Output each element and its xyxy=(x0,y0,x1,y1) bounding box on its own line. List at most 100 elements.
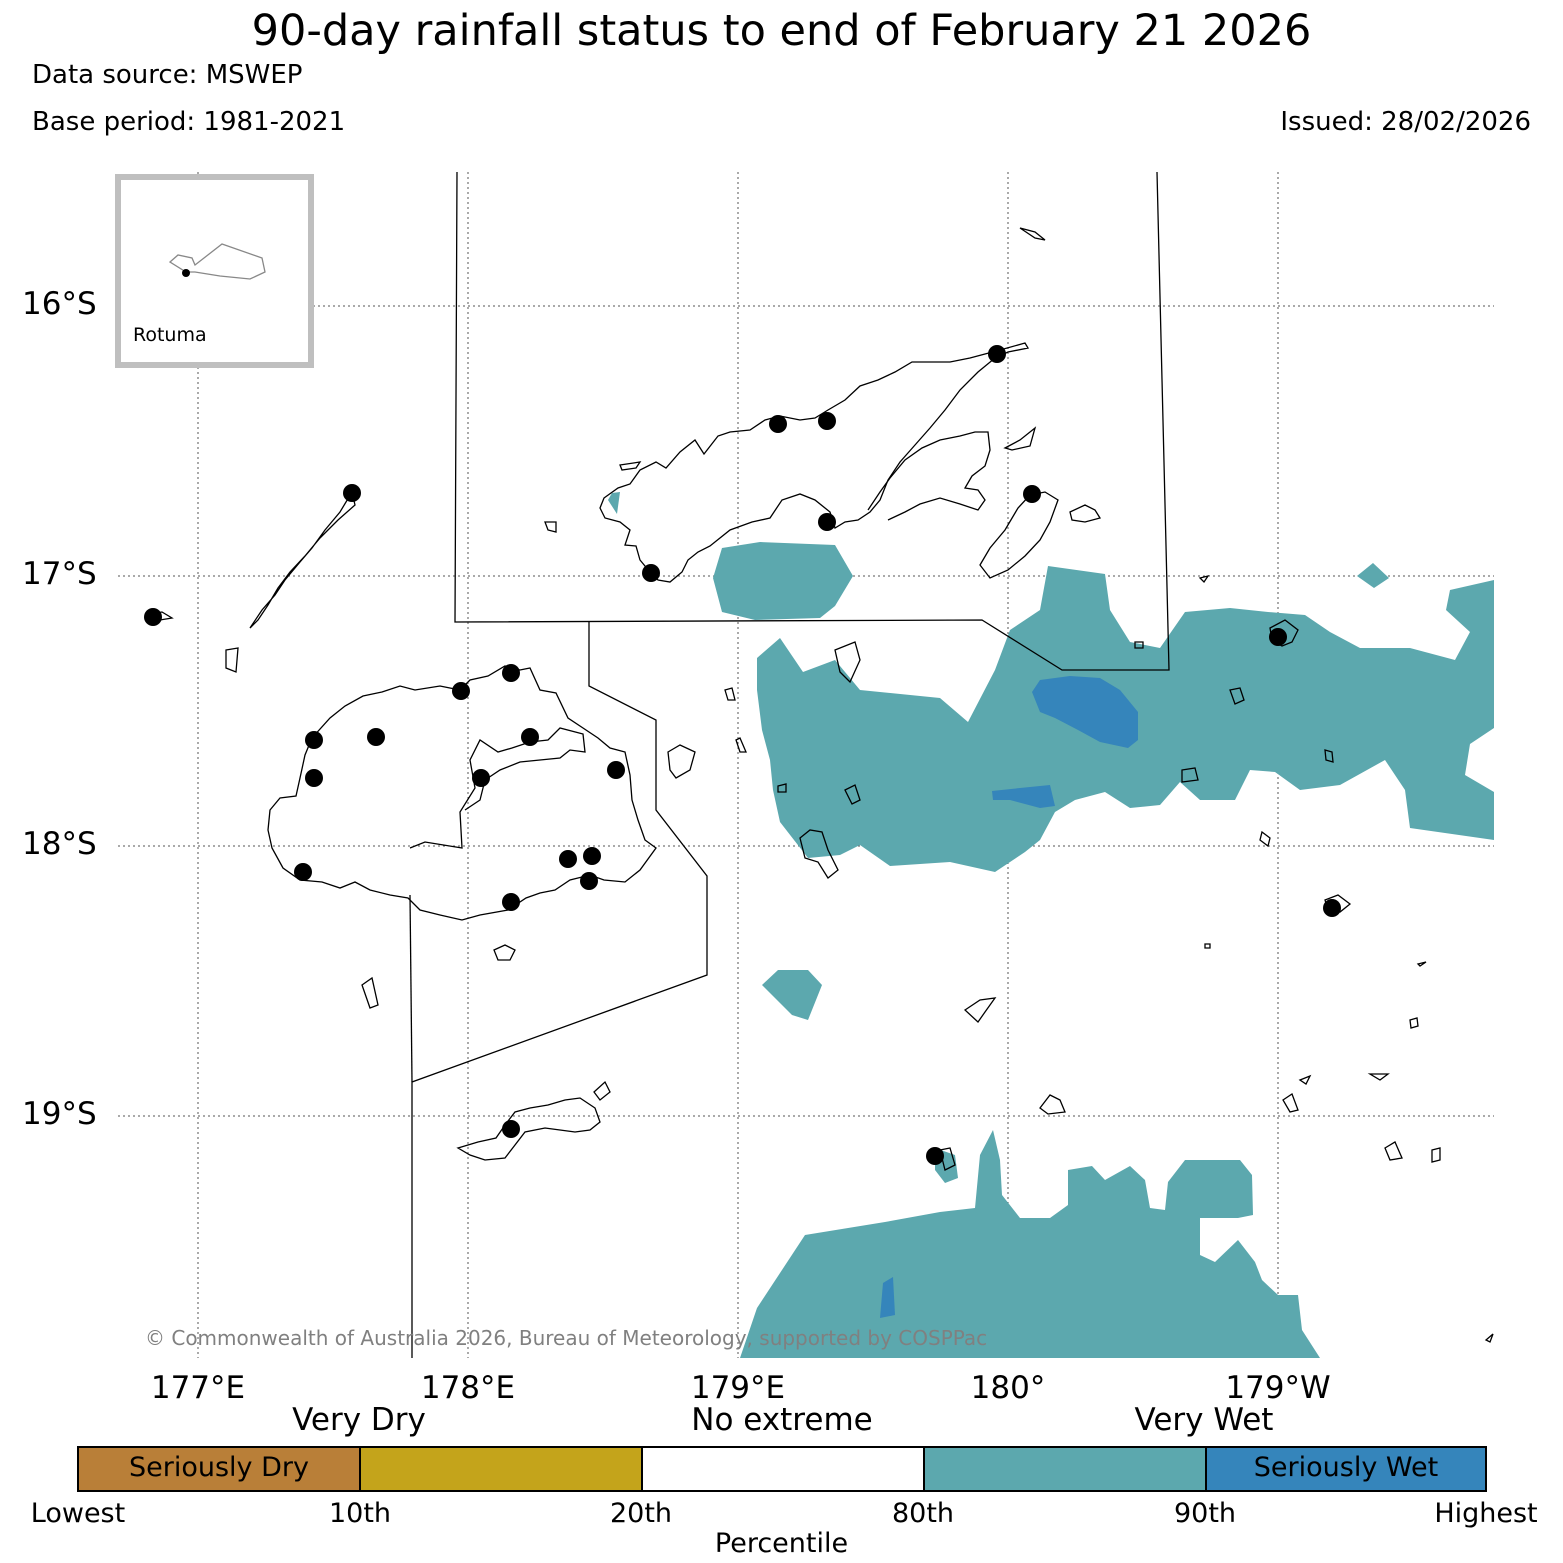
lon-label: 177°E xyxy=(150,1370,246,1406)
lon-label: 179°W xyxy=(1225,1370,1331,1406)
coast-islet xyxy=(844,784,861,805)
boundary-line xyxy=(409,894,413,1083)
coast-viti-levu xyxy=(267,665,657,921)
coast-islet xyxy=(1282,1093,1299,1113)
legend-segment-very-dry xyxy=(359,1446,643,1492)
very-wet-area-east-blob xyxy=(1357,563,1389,588)
coast-islet xyxy=(1409,1017,1419,1029)
lon-label: 178°E xyxy=(420,1370,516,1406)
station-marker xyxy=(472,769,490,787)
legend-segment-label: Seriously Dry xyxy=(129,1452,309,1483)
station-marker xyxy=(583,847,601,865)
coast-islet xyxy=(667,744,696,779)
legend-segment-no-extreme xyxy=(641,1446,925,1492)
coast-islet xyxy=(1367,1073,1390,1081)
coast-islet xyxy=(963,997,997,1023)
coast-islet xyxy=(1003,426,1037,451)
issued-date: Issued: 28/02/2026 xyxy=(1280,107,1531,137)
coast-islet xyxy=(834,641,861,684)
station-marker xyxy=(367,728,385,746)
legend-category: Very Wet xyxy=(1134,1402,1274,1438)
station-markers xyxy=(144,345,1341,1165)
lat-label: 16°S xyxy=(22,286,97,322)
station-marker xyxy=(502,664,520,682)
very-wet-area-north xyxy=(713,542,853,620)
station-marker xyxy=(818,513,836,531)
legend-tick: 20th xyxy=(609,1498,673,1529)
coast-islet xyxy=(1324,749,1334,763)
coast-viti-levu-inner xyxy=(409,727,586,849)
coast-islet xyxy=(799,829,839,879)
division-boundaries xyxy=(409,171,1170,1358)
base-period: Base period: 1981-2021 xyxy=(32,107,346,137)
coast-islet xyxy=(939,1147,956,1171)
coast-islet xyxy=(1019,227,1046,241)
legend-tick: Lowest xyxy=(30,1498,126,1529)
legend-tick: 80th xyxy=(891,1498,955,1529)
legend-category: No extreme xyxy=(691,1402,873,1438)
very-wet-area-southwest xyxy=(762,970,822,1020)
station-marker xyxy=(502,1120,520,1138)
coast-islet xyxy=(1384,1141,1403,1161)
legend-tick: 10th xyxy=(328,1498,392,1529)
coast-islet xyxy=(619,461,642,471)
coast-islet xyxy=(1229,687,1245,705)
station-marker xyxy=(607,761,625,779)
coast-islet xyxy=(1134,641,1144,649)
legend-segment-very-wet xyxy=(923,1446,1207,1492)
data-source: Data source: MSWEP xyxy=(32,60,303,90)
coast-vanua-levu xyxy=(599,342,1030,583)
boundary-central-western xyxy=(411,622,708,1358)
seriously-wet-area-2 xyxy=(992,785,1055,808)
legend-tick: Highest xyxy=(1434,1498,1538,1529)
station-marker xyxy=(559,850,577,868)
inset-frame xyxy=(115,174,314,368)
station-marker xyxy=(182,269,190,277)
station-marker xyxy=(144,608,162,626)
lat-label: 19°S xyxy=(22,1096,97,1132)
boundary-northern xyxy=(454,171,1170,671)
coast-yasawa xyxy=(249,490,356,629)
inset-label: Rotuma xyxy=(133,324,207,346)
coast-islet xyxy=(1259,830,1271,848)
coast-islet xyxy=(225,647,239,673)
station-marker xyxy=(1023,485,1041,503)
station-marker xyxy=(294,863,312,881)
legend-segment-seriously-wet xyxy=(1205,1446,1487,1492)
legend-segment-seriously-dry xyxy=(77,1446,361,1492)
coast-islet xyxy=(777,783,787,793)
station-marker xyxy=(521,728,539,746)
station-marker xyxy=(343,484,361,502)
coast-islet xyxy=(593,1080,611,1101)
map-title: 90-day rainfall status to end of Februar… xyxy=(251,6,1312,56)
coast-islet xyxy=(1204,943,1211,949)
coast-islet xyxy=(735,737,747,753)
station-marker xyxy=(642,564,660,582)
legend-tick: 90th xyxy=(1173,1498,1237,1529)
very-wet-areas xyxy=(608,492,1494,1358)
coast-islet xyxy=(493,944,516,961)
station-marker xyxy=(769,415,787,433)
very-wet-area-vanua-coast xyxy=(608,492,620,514)
seriously-wet-area-1 xyxy=(1032,676,1138,748)
coast-islet xyxy=(361,976,379,1009)
coast-islet xyxy=(1069,504,1102,523)
coast-kadavu xyxy=(456,1097,601,1161)
station-marker xyxy=(305,769,323,787)
seriously-wet-areas xyxy=(880,676,1138,1318)
coast-islet xyxy=(1431,1147,1441,1163)
lat-label: 17°S xyxy=(22,556,97,592)
station-marker xyxy=(926,1147,944,1165)
lat-label: 18°S xyxy=(22,826,97,862)
station-marker xyxy=(502,893,520,911)
station-marker xyxy=(580,872,598,890)
legend-segment-label: Seriously Wet xyxy=(1253,1452,1439,1483)
coast-vanua-levu-east xyxy=(867,431,991,521)
legend-axis-title: Percentile xyxy=(714,1528,849,1559)
coast-islet xyxy=(1039,1094,1066,1115)
station-marker xyxy=(818,412,836,430)
coast-islet xyxy=(1181,767,1199,783)
coast-islet xyxy=(544,521,557,533)
lon-label: 180° xyxy=(970,1370,1046,1406)
